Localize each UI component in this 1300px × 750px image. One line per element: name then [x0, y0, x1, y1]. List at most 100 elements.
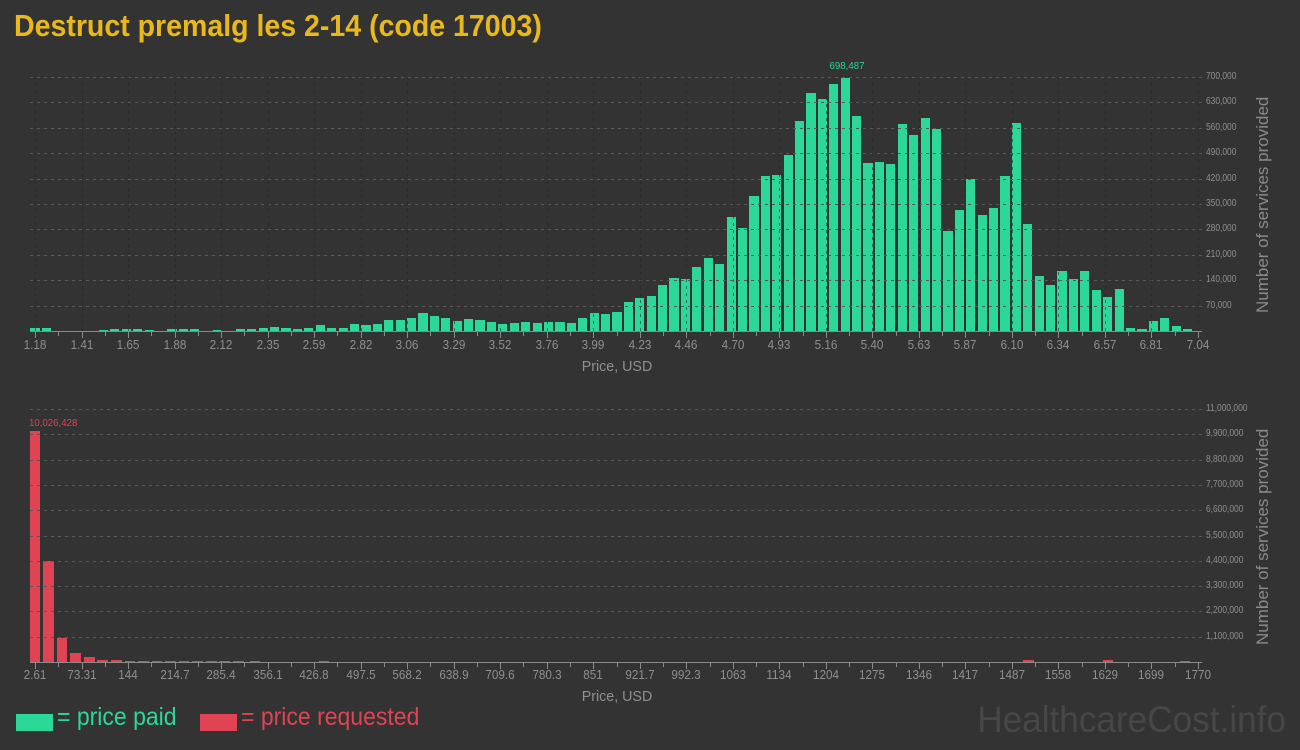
histogram-bar — [909, 135, 919, 331]
axis-tick — [918, 332, 920, 338]
x-axis-line — [30, 662, 1202, 663]
y-tick-label: 2,200,000 — [1206, 605, 1244, 617]
histogram-bar — [144, 329, 154, 331]
histogram-bar — [555, 321, 565, 331]
histogram-bar — [258, 328, 268, 331]
histogram-bar — [30, 328, 40, 331]
axis-tick — [802, 332, 804, 336]
gridline-h — [30, 204, 1202, 205]
histogram-bar — [270, 327, 280, 331]
y-tick-label: 70,000 — [1206, 299, 1232, 311]
x-tick-label: 1.88 — [163, 337, 186, 352]
axis-tick — [104, 332, 106, 336]
histogram-bar — [190, 328, 200, 331]
x-tick-label: 3.29 — [442, 337, 466, 352]
histogram-bar — [1125, 328, 1136, 331]
x-tick-label: 6.34 — [1047, 337, 1070, 352]
x-tick-label: 5.63 — [907, 337, 931, 352]
gridline-v — [128, 77, 130, 331]
histogram-bar — [829, 83, 839, 331]
gridline-v — [732, 77, 734, 331]
x-tick-label: 2.12 — [209, 337, 233, 352]
axis-tick — [35, 332, 36, 338]
x-tick-label: 568.2 — [392, 667, 422, 682]
axis-tick — [197, 332, 199, 336]
x-axis-title-bottom: Price, USD — [581, 688, 653, 705]
y-tick-label: 490,000 — [1206, 147, 1237, 159]
gridline-v — [221, 77, 223, 331]
gridline-v — [174, 77, 176, 331]
x-tick-label: 1.18 — [23, 337, 47, 352]
histogram-bar — [349, 324, 360, 331]
histogram-bar — [726, 216, 736, 331]
y-tick-label: 420,000 — [1206, 172, 1237, 184]
peak-value-label-paid: 698,487 — [829, 60, 865, 72]
histogram-bar — [863, 162, 873, 331]
y-tick-label: 140,000 — [1206, 274, 1237, 286]
gridline-v — [453, 77, 455, 331]
axis-tick — [360, 663, 362, 669]
gridline-h — [30, 484, 1202, 486]
histogram-bar — [600, 313, 611, 331]
axis-tick — [500, 663, 502, 669]
gridline-v — [779, 77, 781, 331]
histogram-bar — [623, 301, 633, 331]
histogram-bar — [737, 227, 748, 331]
axis-tick — [290, 332, 292, 336]
x-tick-label: 1699 — [1138, 667, 1165, 682]
gridline-h — [30, 510, 1202, 512]
histogram-bar — [886, 164, 896, 331]
y-tick-label: 5,500,000 — [1206, 529, 1244, 541]
histogram-bar — [1080, 270, 1090, 331]
x-tick-label: 1204 — [812, 667, 839, 682]
histogram-bar — [783, 154, 793, 331]
histogram-bar — [1046, 284, 1056, 331]
legend-swatch-paid — [16, 714, 53, 731]
y-axis-title-top: Number of services provided — [1253, 96, 1272, 314]
axis-tick — [1104, 663, 1106, 669]
axis-tick — [221, 663, 223, 669]
axis-tick — [174, 663, 176, 669]
y-axis-title-bottom: Number of services provided — [1253, 428, 1272, 646]
histogram-bar — [292, 328, 303, 331]
axis-tick — [988, 332, 990, 336]
x-tick-label: 426.8 — [299, 667, 329, 682]
axis-tick — [383, 663, 385, 667]
axis-tick — [942, 663, 944, 667]
axis-tick — [616, 663, 618, 667]
histogram-bar — [338, 328, 348, 331]
x-tick-label: 144 — [118, 667, 138, 682]
histogram-bar — [806, 92, 816, 331]
axis-tick — [732, 663, 734, 669]
histogram-bar — [235, 329, 245, 331]
histogram-bar — [680, 279, 691, 331]
axis-tick — [197, 663, 199, 667]
histogram-bar — [151, 660, 163, 662]
axis-tick — [965, 663, 967, 669]
axis-tick — [430, 663, 432, 667]
histogram-bar — [121, 329, 131, 331]
histogram-bar — [1103, 296, 1113, 331]
histogram-bar — [205, 660, 217, 662]
axis-tick — [1035, 332, 1037, 336]
histogram-bar — [406, 317, 417, 331]
axis-tick — [895, 663, 897, 667]
axis-tick — [337, 332, 339, 336]
axis-tick — [128, 663, 130, 669]
axis-tick — [1035, 663, 1037, 667]
x-tick-label: 1275 — [859, 667, 886, 682]
histogram-bar — [532, 323, 542, 331]
axis-tick — [1081, 332, 1083, 336]
y-tick-label: 7,700,000 — [1206, 478, 1244, 490]
x-tick-label: 3.06 — [395, 337, 419, 352]
axis-tick — [756, 332, 758, 336]
gridline-h — [30, 102, 1202, 104]
x-tick-label: 1487 — [998, 667, 1025, 682]
legend-swatch-requested — [200, 714, 237, 731]
x-tick-label: 6.10 — [1000, 337, 1024, 352]
histogram-bar — [441, 317, 451, 331]
histogram-bar — [83, 656, 95, 662]
histogram-bar — [703, 258, 713, 331]
histogram-bar — [760, 176, 770, 331]
